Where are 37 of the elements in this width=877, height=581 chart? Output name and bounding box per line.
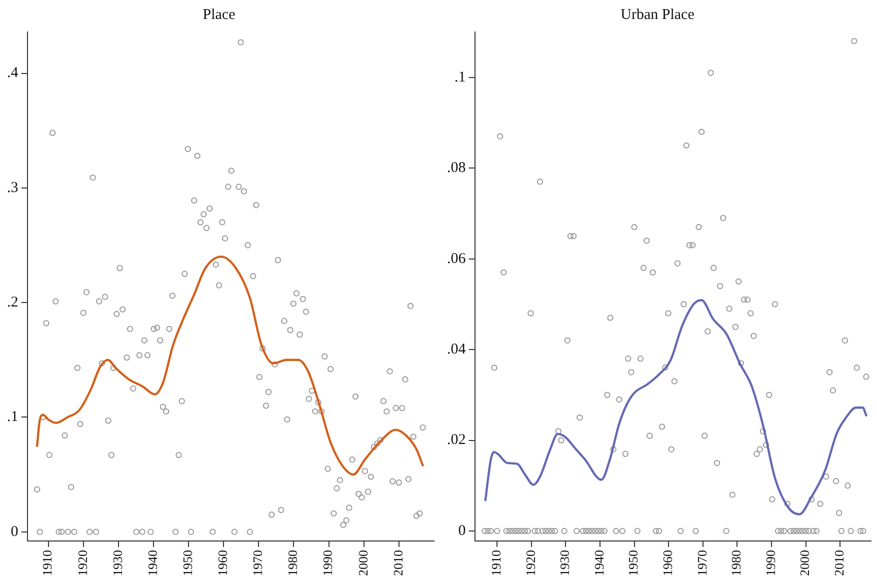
x-tick-label: 1910	[488, 550, 504, 576]
line-series	[36, 256, 424, 476]
y-tick-label: .08	[447, 160, 466, 176]
x-tick-label: 1930	[110, 550, 125, 576]
x-tick-label: 1960	[660, 550, 676, 576]
x-tick-label: 1970	[250, 550, 266, 576]
y-tick-label: 0	[10, 524, 18, 540]
chart-title: Place	[202, 6, 236, 23]
x-tick-label: 1990	[320, 550, 336, 576]
x-tick-label: 1940	[144, 550, 160, 576]
x-tick-label: 1990	[762, 550, 778, 576]
y-tick-label: .4	[7, 65, 19, 82]
y-tick-label: .3	[7, 180, 18, 196]
chart-title: Urban Place	[620, 6, 695, 23]
x-tick-label: 2000	[355, 550, 370, 576]
x-tick-label: 1980	[285, 550, 300, 576]
y-tick-label: .02	[447, 432, 466, 448]
x-tick-label: 1930	[557, 550, 572, 576]
y-tick-label: .04	[447, 341, 466, 358]
x-tick-label: 2010	[390, 550, 406, 576]
y-tick-label: .1	[7, 409, 18, 426]
x-tick-label: 1950	[626, 550, 641, 576]
x-tick-label: 1970	[694, 550, 710, 576]
y-tick-label: 0	[458, 522, 466, 539]
x-tick-label: 1980	[728, 550, 744, 576]
y-tick-label: .2	[7, 294, 18, 310]
y-tick-label: .06	[447, 250, 466, 267]
line-series	[484, 299, 868, 516]
x-tick-label: 1960	[215, 550, 230, 576]
x-tick-label: 1910	[40, 550, 55, 576]
x-tick-label: 2010	[832, 550, 847, 576]
x-tick-label: 2000	[797, 550, 812, 576]
x-tick-label: 1950	[180, 550, 195, 576]
x-tick-label: 1940	[591, 550, 606, 576]
x-tick-label: 1920	[522, 550, 538, 576]
y-tick-label: .1	[454, 69, 466, 86]
x-tick-label: 1920	[74, 550, 90, 576]
